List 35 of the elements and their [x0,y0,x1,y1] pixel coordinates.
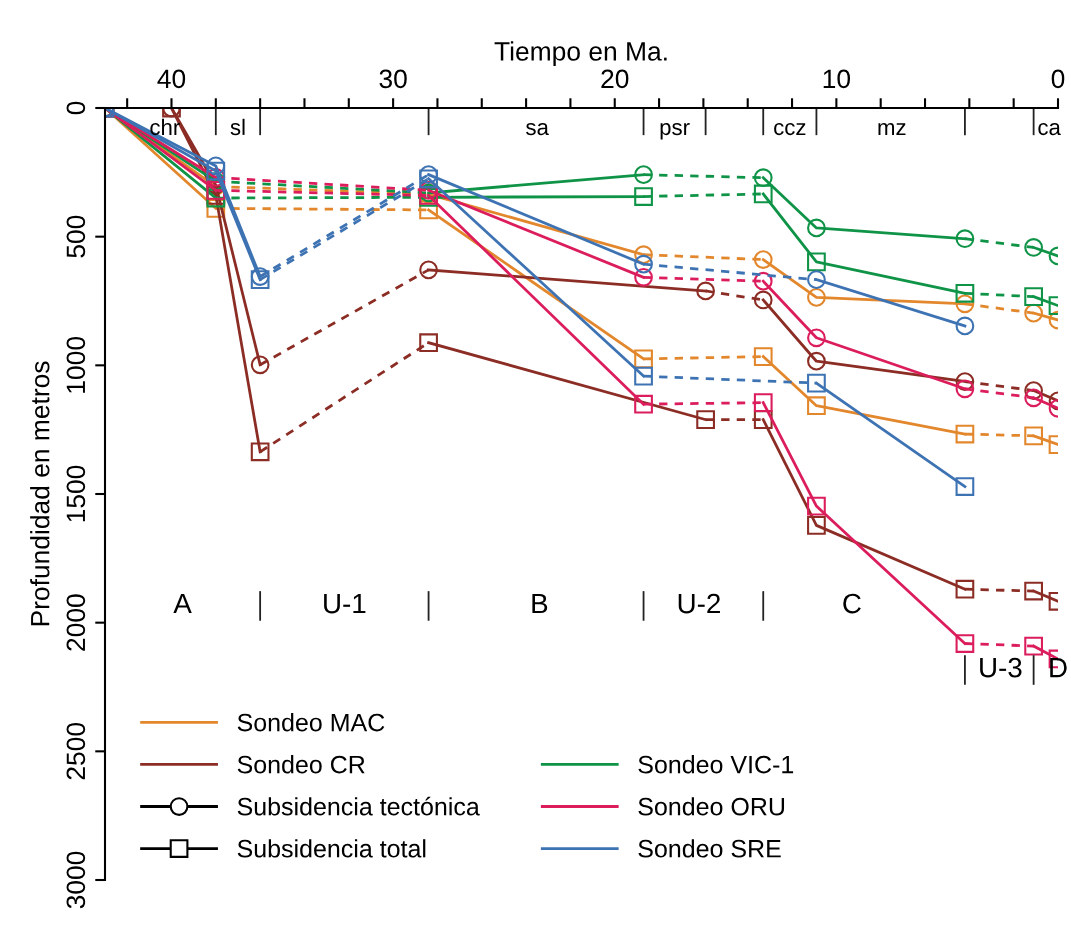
x-tick-label: 40 [157,69,186,89]
legend-label: Sondeo VIC-1 [638,755,794,774]
x-axis-title: Tiempo en Ma. [494,41,667,66]
legend-label: Subsidencia tectónica [237,796,480,816]
x-tick-label: 0 [1051,69,1065,89]
y-tick-label: 0 [66,101,86,115]
legend-label: Sondeo ORU [638,797,785,816]
annotation: sa [526,122,549,136]
y-tick-label: 2000 [66,594,86,651]
annotation: C [843,593,861,614]
annotation: mz [878,122,906,135]
annotation: D [1050,658,1067,678]
x-tick-label: 10 [823,69,851,89]
annotation: sl [230,118,245,136]
annotation: A [173,594,192,614]
annotation: psr [660,122,690,140]
y-tick-label: 2500 [66,723,86,780]
annotation: ca [1038,122,1061,136]
legend-label: Sondeo MAC [237,713,385,732]
annotation: B [532,594,548,614]
y-tick-label: 500 [66,215,86,258]
y-tick-label: 1500 [66,465,86,522]
y-tick-label: 1000 [66,337,86,393]
x-tick-label: 30 [379,69,407,89]
legend-label: Sondeo SRE [638,839,781,858]
y-tick-label: 3000 [66,851,86,909]
annotation: chr [150,118,180,136]
annotation: U-1 [324,594,366,614]
y-axis-title: Profundidad en metros [30,361,50,626]
x-tick-label: 20 [601,69,629,89]
annotation: ccz [774,122,806,136]
annotation: U-3 [980,657,1022,678]
legend-label: Subsidencia total [237,839,426,858]
annotation: U-2 [678,593,720,614]
legend-label: Sondeo CR [237,755,365,774]
